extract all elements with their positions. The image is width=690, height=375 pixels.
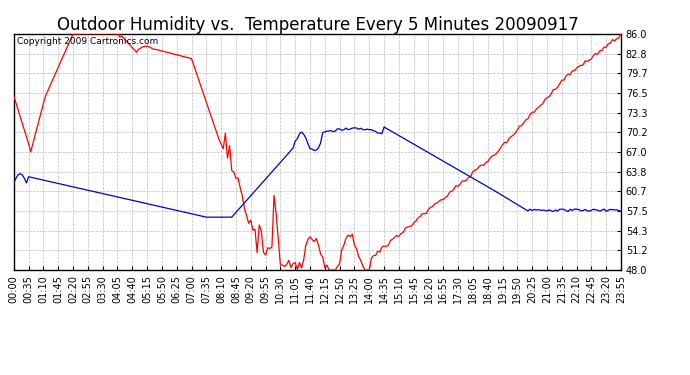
Text: Copyright 2009 Cartronics.com: Copyright 2009 Cartronics.com: [17, 37, 158, 46]
Title: Outdoor Humidity vs.  Temperature Every 5 Minutes 20090917: Outdoor Humidity vs. Temperature Every 5…: [57, 16, 578, 34]
